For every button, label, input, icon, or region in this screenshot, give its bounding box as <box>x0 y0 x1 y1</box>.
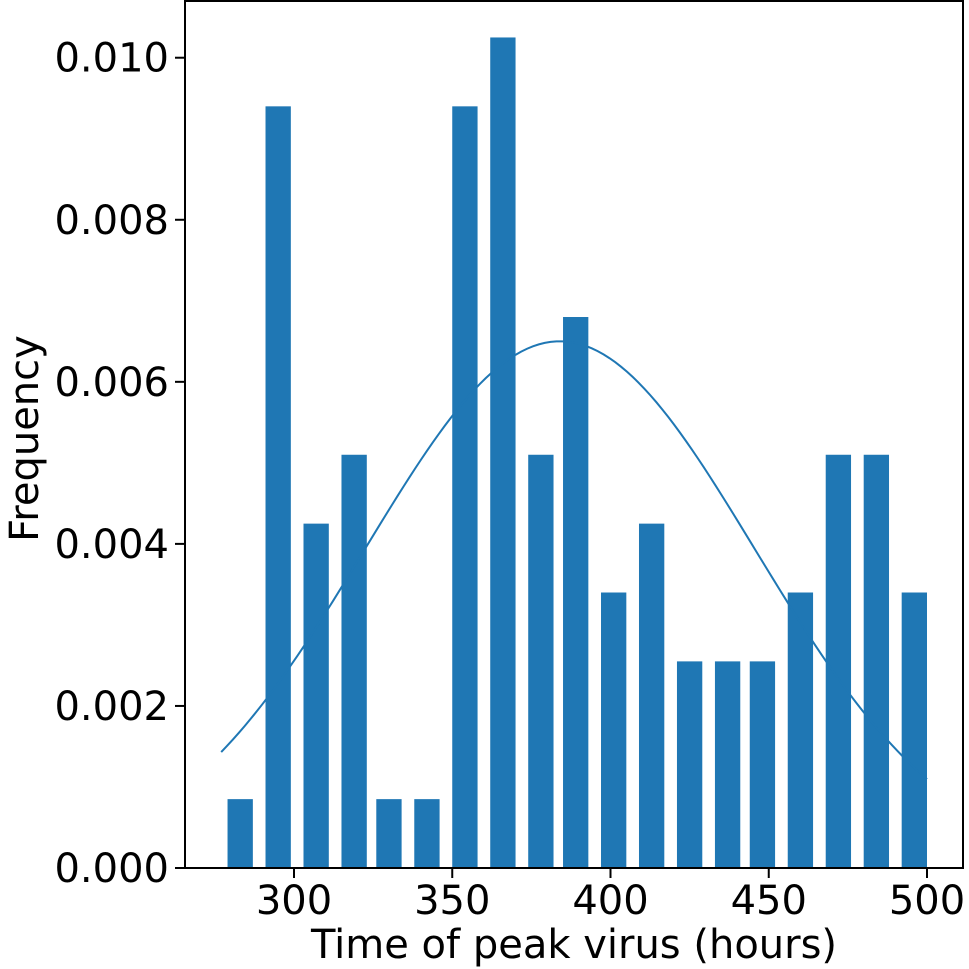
x-tick-label: 350 <box>414 878 490 924</box>
y-tick-label: 0.002 <box>54 684 169 730</box>
fit-curve-line <box>220 340 928 780</box>
x-tick-label: 500 <box>889 878 965 924</box>
histogram-bar <box>265 106 291 869</box>
plot-frame <box>184 0 964 869</box>
y-tick-label: 0.000 <box>54 846 169 892</box>
x-tick-label: 300 <box>256 878 332 924</box>
bars-layer <box>227 37 927 869</box>
histogram-bar <box>825 454 852 868</box>
y-tick-label: 0.008 <box>54 198 169 244</box>
y-axis-ticks: 0.000 0.002 0.004 0.006 0.008 0.010 <box>54 36 185 892</box>
histogram-bar <box>787 592 814 868</box>
y-tick-label: 0.004 <box>54 522 169 568</box>
histogram-bar <box>601 592 627 868</box>
x-tick-label: 400 <box>572 878 648 924</box>
x-tick-label: 450 <box>731 878 807 924</box>
x-axis-ticks: 300 350 400 450 500 <box>256 868 965 924</box>
histogram-bar <box>227 799 253 868</box>
histogram-bar <box>490 37 516 868</box>
histogram-bar <box>303 523 329 868</box>
histogram-bar <box>452 106 478 869</box>
histogram-bar <box>676 661 703 868</box>
y-tick-label: 0.006 <box>54 360 169 406</box>
histogram-bar <box>749 661 776 868</box>
histogram-bar <box>901 592 927 868</box>
histogram-bar <box>863 454 890 868</box>
histogram-bar <box>563 317 589 868</box>
x-axis-label: Time of peak virus (hours) <box>310 922 837 968</box>
histogram-bar <box>376 799 402 868</box>
y-tick-label: 0.010 <box>54 36 169 82</box>
histogram-bar <box>528 454 554 868</box>
histogram-bar <box>714 661 741 868</box>
histogram-bar <box>341 454 367 868</box>
y-axis-label: Frequency <box>2 335 48 542</box>
histogram-bar <box>638 523 665 868</box>
histogram-bar <box>414 799 440 868</box>
